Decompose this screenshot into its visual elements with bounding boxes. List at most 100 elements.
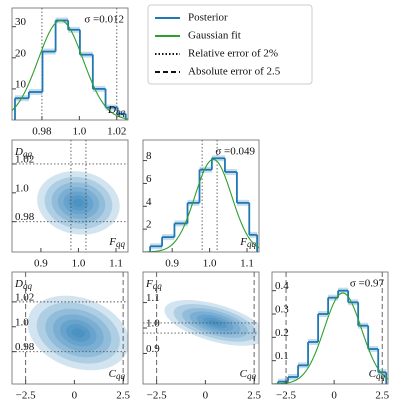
annotation: σ =0.049 xyxy=(215,146,255,158)
panel-frame xyxy=(271,271,389,385)
panel-frame xyxy=(11,271,129,385)
legend: Posterior Gaussian fit Relative error of 2… xyxy=(147,4,313,85)
density-contour xyxy=(57,187,100,219)
y-tick-label: 0.4 xyxy=(275,280,289,292)
density-contour xyxy=(66,324,91,342)
y-tick-label: 0.3 xyxy=(275,304,289,316)
y-tick-label: 0.2 xyxy=(275,327,289,339)
plot-area xyxy=(272,272,388,384)
legend-label: Posterior xyxy=(188,12,228,24)
axis-label: Dqq xyxy=(14,146,32,160)
axis-label-symbol: F xyxy=(108,236,116,248)
annotation: σ =0.97 xyxy=(350,278,385,290)
density-contour xyxy=(208,319,222,326)
density-contour xyxy=(37,171,120,235)
y-tick-label: 0.9 xyxy=(146,343,160,355)
plot-area xyxy=(143,140,259,252)
x-tick-label: −2.5 xyxy=(16,390,36,402)
axis-label-subscript: qq xyxy=(116,239,126,249)
y-tick-label: 6 xyxy=(146,173,152,185)
axis-label-symbol: C xyxy=(240,368,248,380)
axis-label-symbol: D xyxy=(14,146,23,158)
axis-label: Cqq xyxy=(240,368,257,382)
y-tick-label: 0.98 xyxy=(15,211,35,223)
x-tick-label: 2.5 xyxy=(375,390,389,402)
axis-label: Fqq xyxy=(145,278,162,292)
density-contour xyxy=(45,308,112,358)
panel: σ =0.97 −2.5 0 2.5 0.1 0.2 0.3 0.4 Cqq xyxy=(271,271,390,402)
x-tick-label: 0 xyxy=(72,390,78,402)
panel: σ =0.049 0.9 1.0 1.1 2 4 6 8 Fqq xyxy=(142,139,260,270)
density-contour xyxy=(202,317,228,329)
density-contour xyxy=(44,176,113,229)
y-tick-label: 1.02 xyxy=(15,153,34,165)
legend-label: Relative error of 2% xyxy=(188,48,278,60)
legend-box xyxy=(147,4,313,85)
gaussian-fit xyxy=(272,292,388,384)
y-tick-label: 2 xyxy=(146,219,152,231)
panel-frame xyxy=(142,139,260,253)
axis-label-subscript: qq xyxy=(23,149,33,159)
y-tick-label: 0.1 xyxy=(275,350,289,362)
density-contour xyxy=(27,295,128,371)
y-tick-label: 1.0 xyxy=(146,318,160,330)
x-tick-label: 1.1 xyxy=(240,258,254,270)
x-tick-label: 1.1 xyxy=(109,258,123,270)
x-tick-label: 2.5 xyxy=(247,390,261,402)
axis-label: Cqq xyxy=(109,368,126,382)
y-tick-label: 1.0 xyxy=(15,182,29,194)
plot-area xyxy=(12,272,128,384)
y-tick-label: 8 xyxy=(146,150,152,162)
density-contour xyxy=(182,308,249,338)
x-tick-label: 1.0 xyxy=(72,258,86,270)
axis-label-symbol: F xyxy=(239,236,247,248)
density-contour xyxy=(68,195,89,211)
axis-label-subscript: qq xyxy=(116,107,126,117)
plot-area xyxy=(143,272,259,384)
density-contour xyxy=(36,302,120,364)
y-tick-label: 30 xyxy=(15,16,27,28)
density-contour xyxy=(52,314,104,352)
axis-label-subscript: qq xyxy=(247,371,257,381)
x-tick-label: 0.98 xyxy=(32,126,52,138)
y-tick-label: 4 xyxy=(146,196,152,208)
density-contour xyxy=(189,311,241,335)
annotation: σ =0.012 xyxy=(84,14,124,26)
density-contour xyxy=(164,300,259,346)
axis-label-subscript: qq xyxy=(153,281,163,291)
axis-label-subscript: qq xyxy=(116,371,126,381)
x-tick-label: 0.9 xyxy=(34,258,48,270)
x-tick-label: 0 xyxy=(203,390,209,402)
x-tick-label: 0 xyxy=(331,390,337,402)
x-tick-label: −2.5 xyxy=(147,390,167,402)
y-tick-label: 10 xyxy=(15,78,27,90)
x-tick-label: 1.0 xyxy=(203,258,217,270)
panel-frame xyxy=(11,7,129,121)
x-tick-label: 0.9 xyxy=(165,258,179,270)
density-contour xyxy=(173,304,257,342)
y-tick-label: 1.1 xyxy=(146,292,160,304)
density-contour xyxy=(60,319,97,347)
y-tick-label: 20 xyxy=(15,47,27,59)
density-contour xyxy=(51,182,106,224)
axis-label-symbol: D xyxy=(107,104,116,116)
density-contour xyxy=(71,328,85,338)
legend-label: Gaussian fit xyxy=(188,30,241,42)
x-tick-label: −2.5 xyxy=(276,390,296,402)
plot-area xyxy=(12,8,128,120)
density-contour xyxy=(196,314,234,332)
axis-label-subscript: qq xyxy=(247,239,257,249)
axis-label-subscript: qq xyxy=(376,371,386,381)
y-tick-label: 1.02 xyxy=(15,291,34,303)
axis-label-symbol: C xyxy=(369,368,377,380)
x-tick-label: 1.02 xyxy=(107,126,126,138)
axis-label: Cqq xyxy=(369,368,386,382)
plot-area xyxy=(12,140,128,252)
x-tick-label: 1.0 xyxy=(72,126,86,138)
panel-frame xyxy=(11,139,129,253)
gaussian-fit xyxy=(143,158,259,252)
